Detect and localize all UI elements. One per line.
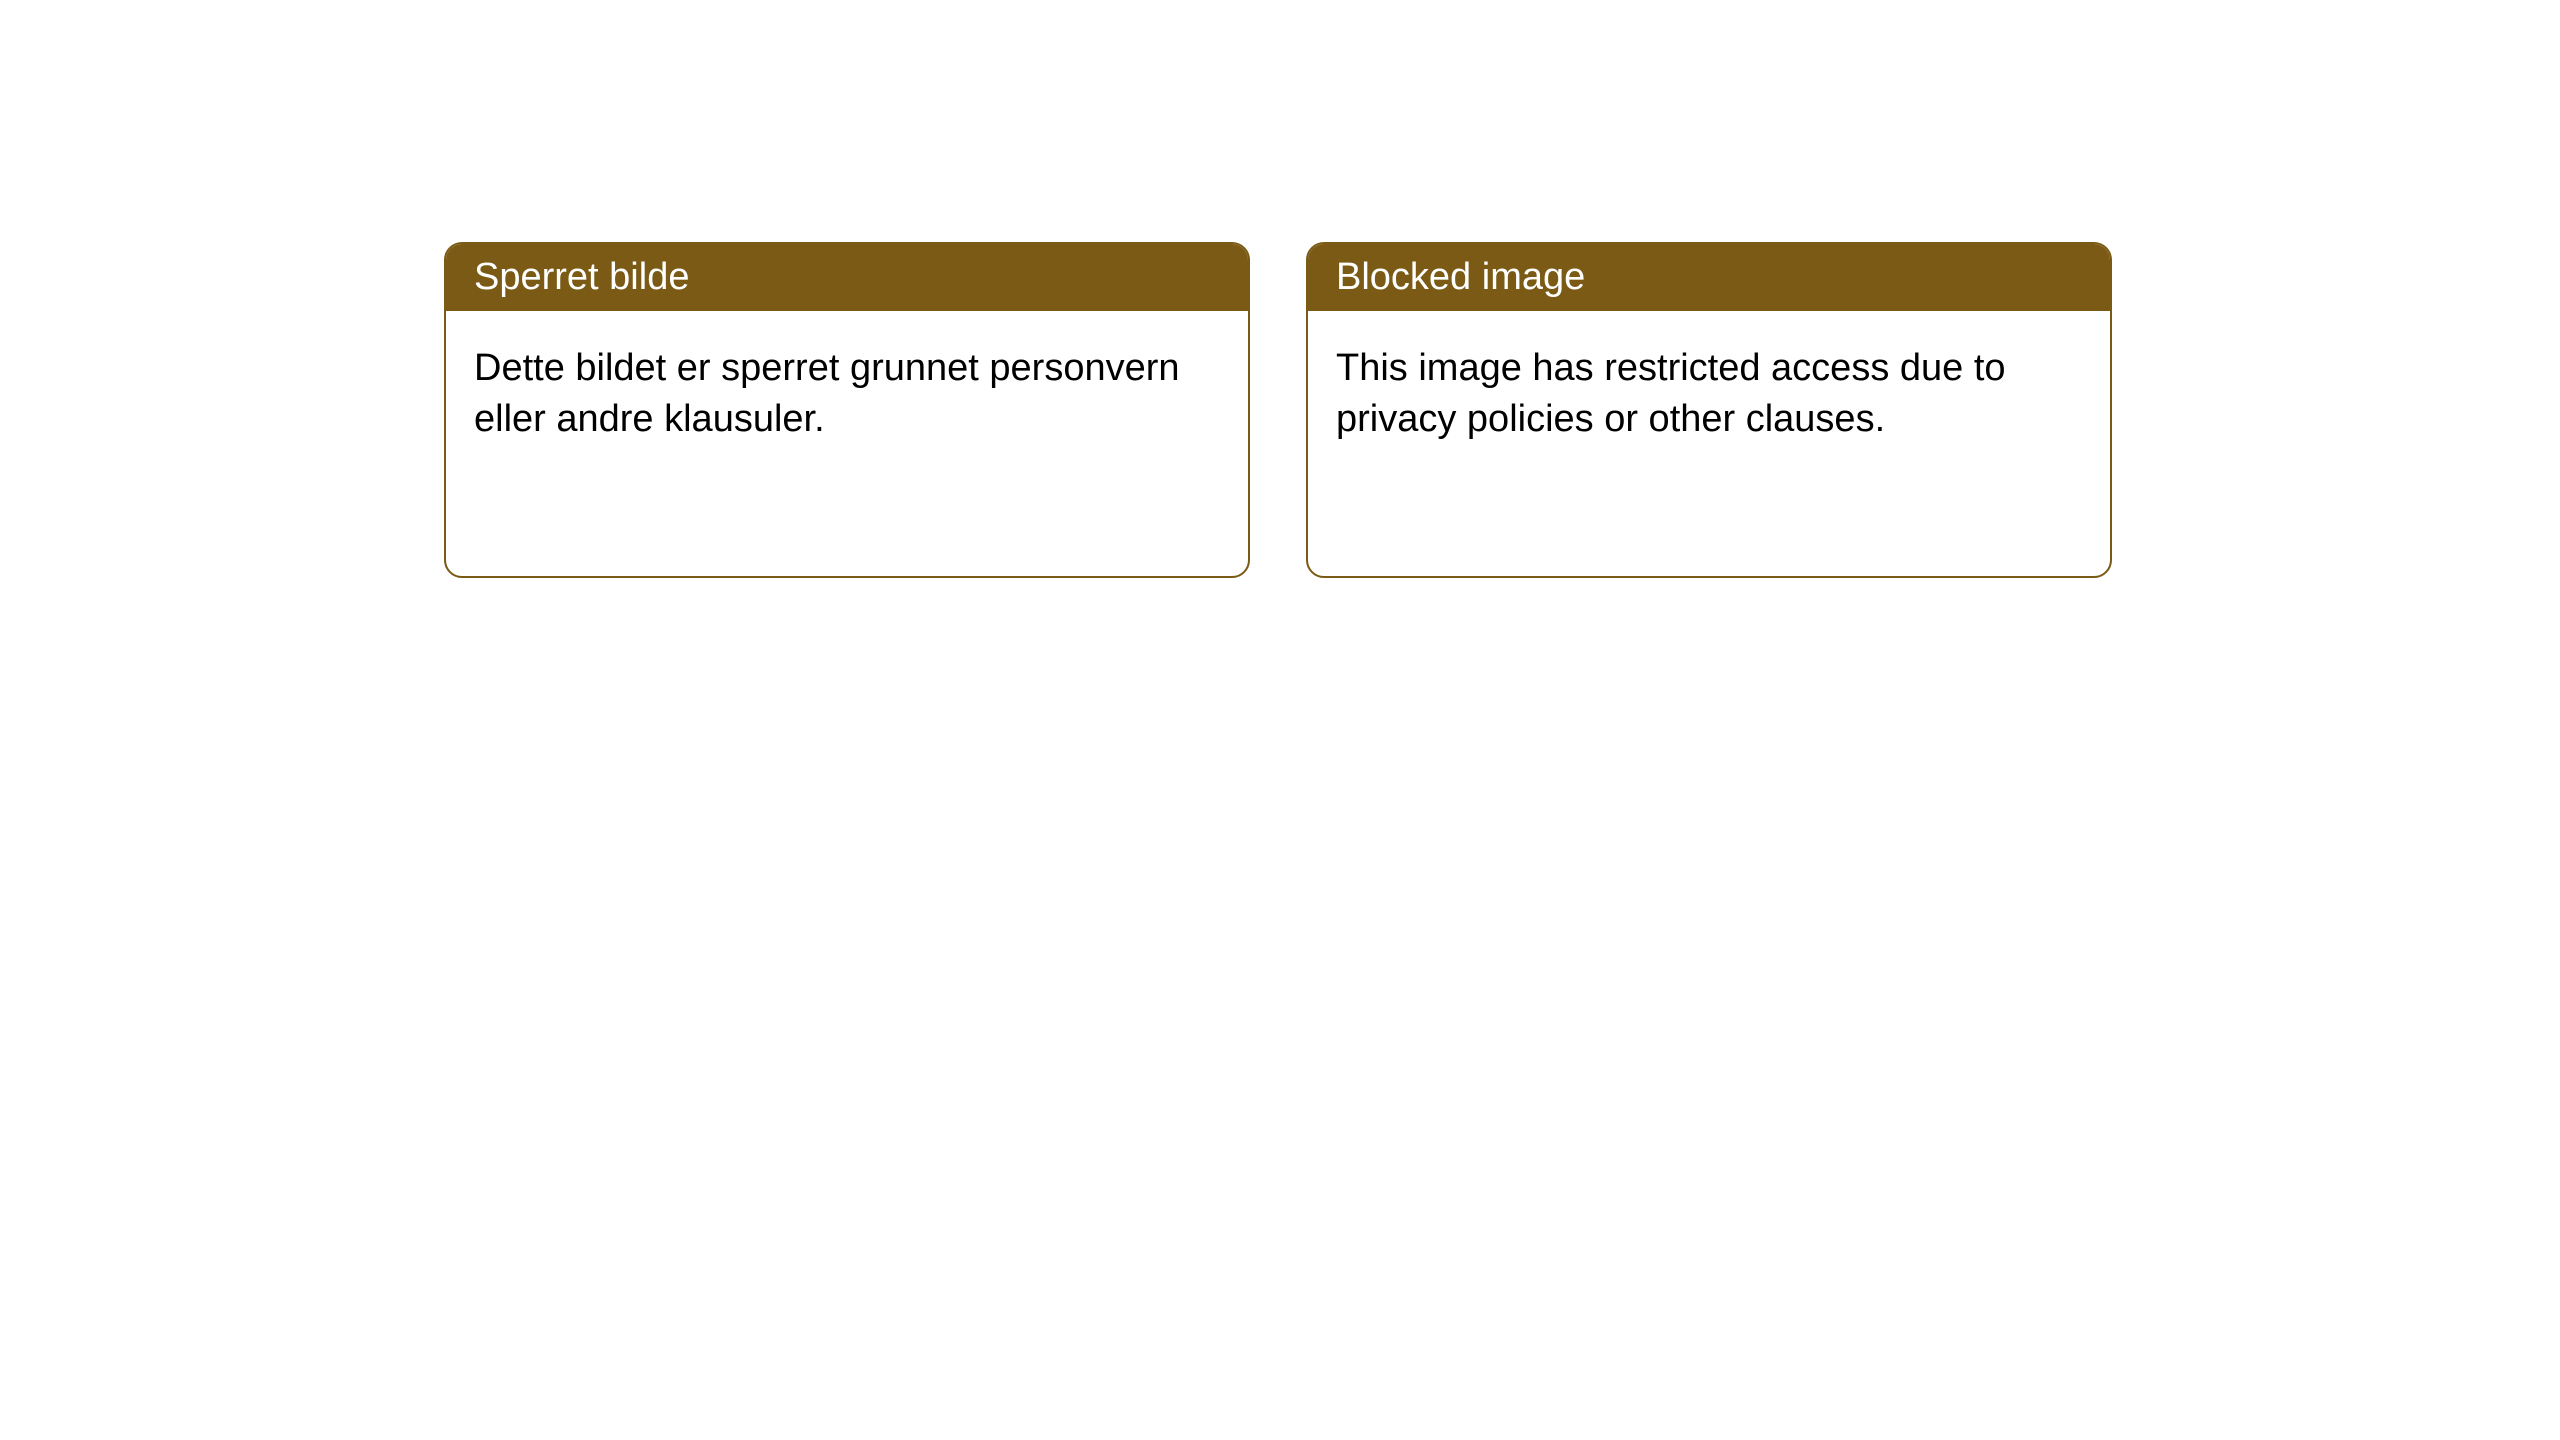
notice-card-header: Blocked image xyxy=(1308,244,2110,311)
notice-container: Sperret bilde Dette bildet er sperret gr… xyxy=(444,242,2112,578)
notice-card-text: This image has restricted access due to … xyxy=(1336,347,2006,440)
notice-card-title: Blocked image xyxy=(1336,256,1585,298)
notice-card-body: This image has restricted access due to … xyxy=(1308,311,2110,478)
notice-card-english: Blocked image This image has restricted … xyxy=(1306,242,2112,578)
notice-card-norwegian: Sperret bilde Dette bildet er sperret gr… xyxy=(444,242,1250,578)
notice-card-header: Sperret bilde xyxy=(446,244,1248,311)
notice-card-body: Dette bildet er sperret grunnet personve… xyxy=(446,311,1248,478)
notice-card-text: Dette bildet er sperret grunnet personve… xyxy=(474,347,1180,440)
notice-card-title: Sperret bilde xyxy=(474,256,689,298)
